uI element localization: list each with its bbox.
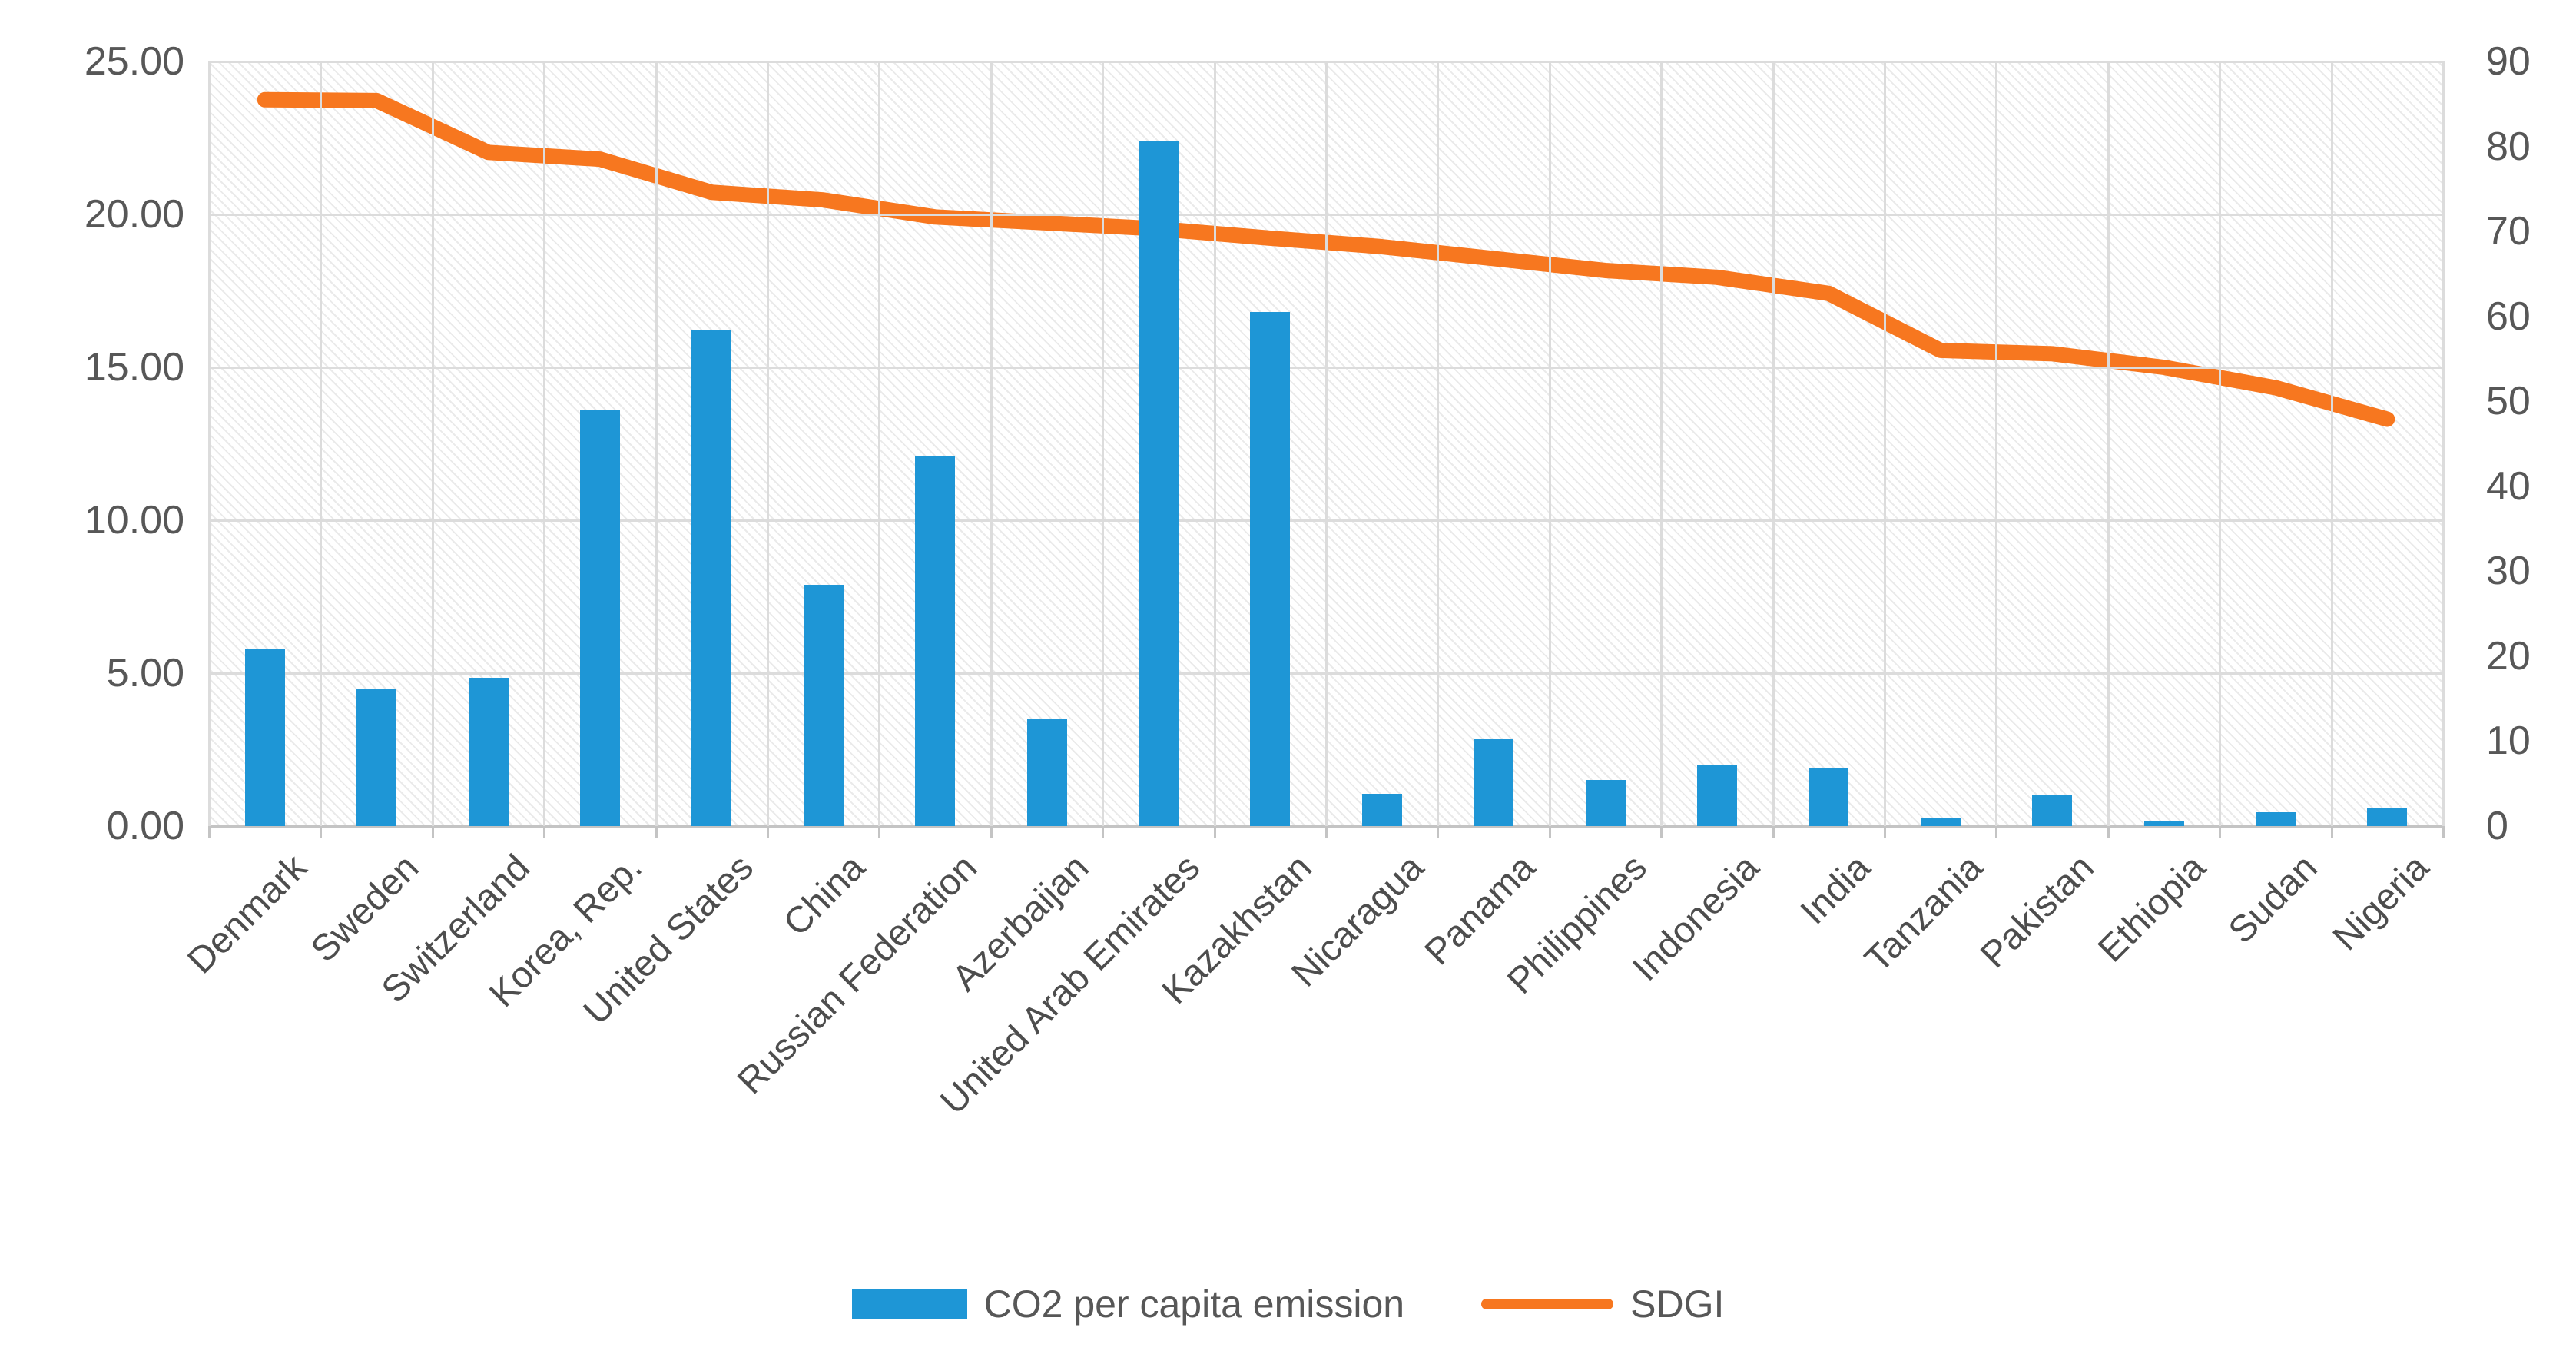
left-axis-tick-label: 25.00: [84, 39, 184, 84]
right-axis-tick-label: 10: [2486, 719, 2531, 764]
bar-nicaragua: [1361, 794, 1402, 826]
x-axis-label-ethiopia: Ethiopia: [2090, 847, 2214, 971]
x-axis-tick: [1995, 826, 1998, 838]
bar-pakistan: [2032, 795, 2073, 826]
x-axis-label-pakistan: Pakistan: [1973, 847, 2102, 976]
x-axis-label-china: China: [776, 847, 874, 944]
bar-nigeria: [2367, 808, 2408, 826]
chart-legend: CO2 per capita emission SDGI: [0, 1282, 2576, 1326]
x-axis-tick: [320, 826, 323, 838]
x-axis-tick: [2107, 826, 2110, 838]
bar-ethiopia: [2143, 821, 2184, 826]
v-gridline: [1102, 61, 1105, 826]
right-axis-tick-label: 80: [2486, 124, 2531, 169]
x-axis-tick: [1772, 826, 1775, 838]
x-axis-tick: [767, 826, 769, 838]
left-axis-tick-label: 5.00: [106, 651, 184, 695]
v-gridline: [1884, 61, 1886, 826]
right-axis-tick-label: 90: [2486, 39, 2531, 84]
right-axis-tick-label: 70: [2486, 209, 2531, 254]
legend-item-sdgi: SDGI: [1481, 1282, 1724, 1326]
bar-series-swatch: [851, 1289, 967, 1319]
v-gridline: [878, 61, 881, 826]
x-axis-tick: [1548, 826, 1551, 838]
x-axis-tick: [208, 826, 211, 838]
v-gridline: [767, 61, 769, 826]
v-gridline: [1437, 61, 1440, 826]
v-gridline: [1660, 61, 1663, 826]
left-axis-tick-label: 10.00: [84, 498, 184, 543]
bar-india: [1809, 768, 1849, 826]
v-gridline: [655, 61, 658, 826]
bar-united-arab-emirates: [1138, 141, 1179, 826]
right-axis-tick-label: 30: [2486, 549, 2531, 594]
v-gridline: [1548, 61, 1551, 826]
x-axis-tick: [1325, 826, 1328, 838]
right-axis-tick-label: 0: [2486, 804, 2508, 848]
bar-azerbaijan: [1026, 719, 1067, 826]
right-axis-tick-label: 20: [2486, 633, 2531, 679]
x-axis-tick: [655, 826, 658, 838]
left-axis-tick-label: 15.00: [84, 345, 184, 390]
v-gridline: [1325, 61, 1328, 826]
right-axis-tick-label: 50: [2486, 379, 2531, 424]
left-axis-tick-label: 20.00: [84, 192, 184, 237]
x-axis-tick: [2219, 826, 2222, 838]
v-gridline: [990, 61, 993, 826]
v-gridline: [2442, 61, 2445, 826]
bar-sweden: [356, 688, 397, 826]
x-axis-tick: [1213, 826, 1216, 838]
bar-switzerland: [468, 677, 509, 826]
bar-panama: [1474, 738, 1514, 826]
x-axis-tick: [990, 826, 993, 838]
x-axis-label-sudan: Sudan: [2221, 847, 2326, 951]
legend-item-co2: CO2 per capita emission: [851, 1282, 1405, 1326]
right-axis-tick-label: 60: [2486, 294, 2531, 339]
x-axis-tick: [1102, 826, 1105, 838]
bar-philippines: [1585, 780, 1626, 826]
v-gridline: [1995, 61, 1998, 826]
bar-tanzania: [1920, 818, 1961, 826]
bar-china: [803, 584, 844, 826]
v-gridline: [1213, 61, 1216, 826]
bar-russian-federation: [915, 456, 956, 826]
x-axis-tick: [2330, 826, 2333, 838]
left-axis-tick-label: 0.00: [106, 804, 184, 848]
x-axis-label-tanzania: Tanzania: [1857, 847, 1991, 981]
v-gridline: [2219, 61, 2222, 826]
x-axis-tick: [1660, 826, 1663, 838]
x-axis-tick: [878, 826, 881, 838]
v-gridline: [431, 61, 434, 826]
v-gridline: [320, 61, 323, 826]
legend-label-co2: CO2 per capita emission: [983, 1283, 1405, 1326]
x-axis-tick: [1884, 826, 1886, 838]
v-gridline: [1772, 61, 1775, 826]
bar-denmark: [244, 649, 285, 826]
bar-sudan: [2255, 812, 2296, 826]
v-gridline: [208, 61, 211, 826]
x-axis-label-india: India: [1793, 847, 1879, 933]
v-gridline: [2330, 61, 2333, 826]
legend-label-sdgi: SDGI: [1630, 1283, 1725, 1326]
x-axis-label-denmark: Denmark: [180, 847, 315, 982]
v-gridline: [543, 61, 546, 826]
x-axis-tick: [1437, 826, 1440, 838]
v-gridline: [2107, 61, 2110, 826]
x-axis-tick: [543, 826, 546, 838]
bar-indonesia: [1696, 765, 1737, 826]
x-axis-tick: [431, 826, 434, 838]
bar-kazakhstan: [1250, 312, 1291, 826]
right-axis-tick-label: 40: [2486, 463, 2531, 509]
bar-korea-rep-: [579, 410, 620, 826]
x-axis-tick: [2442, 826, 2445, 838]
bar-united-states: [691, 330, 732, 826]
line-series-swatch: [1481, 1299, 1614, 1309]
x-axis-label-nigeria: Nigeria: [2326, 847, 2438, 959]
